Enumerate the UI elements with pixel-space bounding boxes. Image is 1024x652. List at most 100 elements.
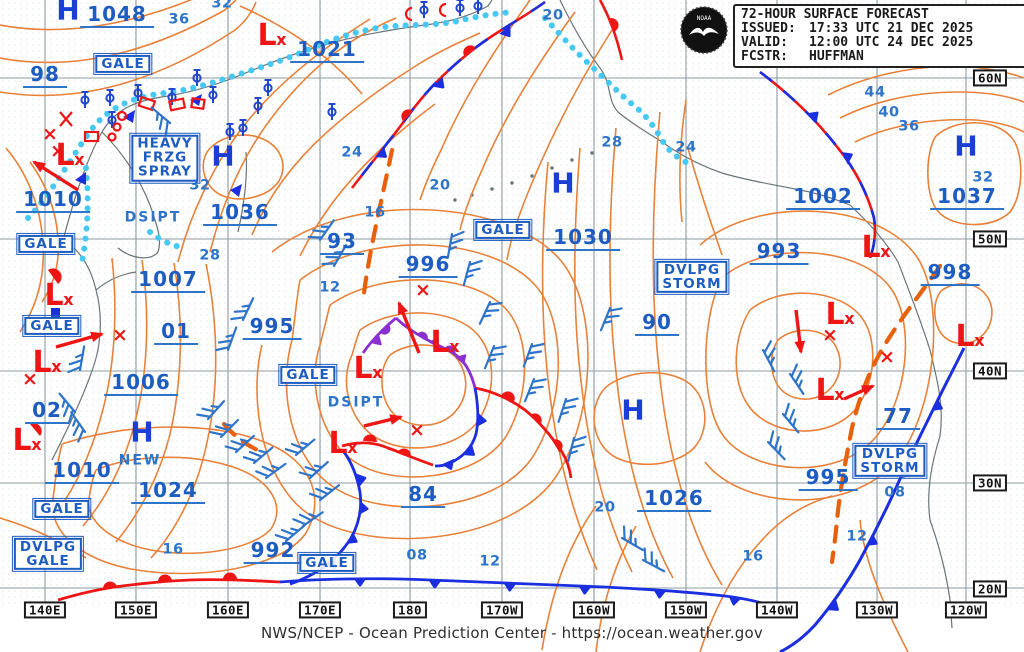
pressure-label: 995 [242, 316, 302, 340]
isobar-value-label: 08 [406, 547, 428, 564]
isobar-value-label: 36 [168, 11, 190, 28]
pressure-label: 02 [25, 400, 69, 424]
isobar-value-label: 28 [601, 134, 623, 151]
pressure-center-x-mark: × [415, 279, 431, 302]
isobar-value-label: 08 [884, 484, 906, 501]
annotation-label: DSIPT [124, 209, 182, 226]
lat-axis-label: 30N [972, 474, 1008, 492]
lon-axis-label: 170E [298, 601, 342, 619]
pressure-label: 996 [398, 254, 458, 278]
troughs-layer [221, 147, 943, 565]
lon-axis-label: 160W [572, 601, 616, 619]
ship-icing-reports [59, 2, 447, 143]
pressure-label: 993 [749, 241, 809, 265]
lon-axis-label: 170W [480, 601, 524, 619]
high-pressure-symbol: H [954, 129, 978, 163]
warning-box: GALE [16, 232, 76, 256]
pressure-label: 995 [798, 467, 858, 491]
annotation-label: DSIPT [327, 394, 385, 411]
pressure-center-x-mark: × [50, 140, 66, 163]
pressure-center-x-mark: × [409, 419, 425, 442]
pressure-label: 01 [154, 321, 198, 345]
isobar-value-label: 20 [429, 177, 451, 194]
isobar-value-label: 44 [864, 84, 886, 101]
lat-axis-label: 50N [972, 230, 1008, 248]
isobar-value-label: 36 [898, 118, 920, 135]
chart-title: 72-HOUR SURFACE FORECAST [741, 7, 929, 22]
pressure-label: 1026 [637, 488, 711, 512]
isobar-value-label: 16 [364, 204, 386, 221]
valid-value: 12:00 UTC 24 DEC 2025 [809, 35, 974, 51]
isobar-value-label: 32 [189, 177, 211, 194]
low-center-x: x [880, 242, 891, 261]
lat-axis-label: 20N [972, 580, 1008, 598]
pressure-label: 1006 [104, 372, 178, 396]
fcstr-value: HUFFMAN [809, 49, 864, 65]
isobar-value-label: 12 [479, 553, 501, 570]
isobar-value-label: 28 [199, 247, 221, 264]
pressure-label: 98 [23, 64, 67, 88]
pressure-label: 1036 [203, 202, 277, 226]
footer-caption: NWS/NCEP - Ocean Prediction Center - htt… [261, 624, 763, 642]
fcstr-label: FCSTR: [741, 49, 788, 65]
pressure-center-x-mark: × [112, 324, 128, 347]
pressure-label: 84 [401, 484, 445, 508]
warning-box: DVLPG STORM [654, 258, 730, 296]
noaa-logo: NOAA [680, 6, 728, 54]
high-pressure-symbol: H [621, 393, 645, 427]
warning-box: DVLPG STORM [852, 442, 928, 480]
lon-axis-label: 180 [392, 601, 428, 619]
pressure-center-x-mark: × [879, 346, 895, 369]
issued-value: 17:33 UTC 21 DEC 2025 [809, 21, 974, 37]
warning-box: HEAVY FRZG SPRAY [129, 132, 201, 184]
warning-box: GALE [297, 551, 357, 575]
ice-edge-layer [25, 9, 697, 265]
isobar-value-label: 32 [211, 0, 233, 12]
isobar-value-label: 32 [972, 169, 994, 186]
low-center-x: x [63, 290, 74, 309]
isobar-value-label: 24 [341, 144, 363, 161]
warning-box: GALE [278, 363, 338, 387]
pressure-label: 1024 [131, 480, 205, 504]
fronts-layer [30, 0, 966, 652]
warning-box: GALE [473, 218, 533, 242]
lon-axis-label: 160E [206, 601, 250, 619]
pressure-center-x-mark: × [42, 123, 58, 146]
valid-label: VALID: [741, 35, 788, 51]
pressure-label: 1048 [80, 4, 154, 28]
low-center-x: x [372, 363, 383, 382]
lon-axis-label: 140E [23, 601, 67, 619]
pressure-label: 77 [876, 406, 920, 430]
low-center-x: x [276, 30, 287, 49]
pressure-label: 1030 [546, 227, 620, 251]
lat-axis-label: 40N [972, 362, 1008, 380]
isobar-value-label: 16 [162, 541, 184, 558]
pressure-label: 1010 [45, 460, 119, 484]
isobar-value-label: 40 [878, 104, 900, 121]
isobar-value-label: 16 [742, 548, 764, 565]
warning-box: GALE [93, 52, 153, 76]
pressure-label: 1002 [786, 186, 860, 210]
pressure-label: 1037 [930, 186, 1004, 210]
warning-box: GALE [32, 497, 92, 521]
low-center-x: x [347, 438, 358, 457]
forecast-title-box: 72-HOUR SURFACE FORECAST ISSUED: 17:33 UT… [733, 4, 1024, 69]
isobar-value-label: 24 [675, 139, 697, 156]
pressure-center-x-mark: × [822, 324, 838, 347]
low-center-x: x [74, 150, 85, 169]
title-row: 72-HOUR SURFACE FORECAST [741, 7, 1024, 22]
low-center-x: x [31, 435, 42, 454]
pressure-label: 1010 [16, 189, 90, 213]
